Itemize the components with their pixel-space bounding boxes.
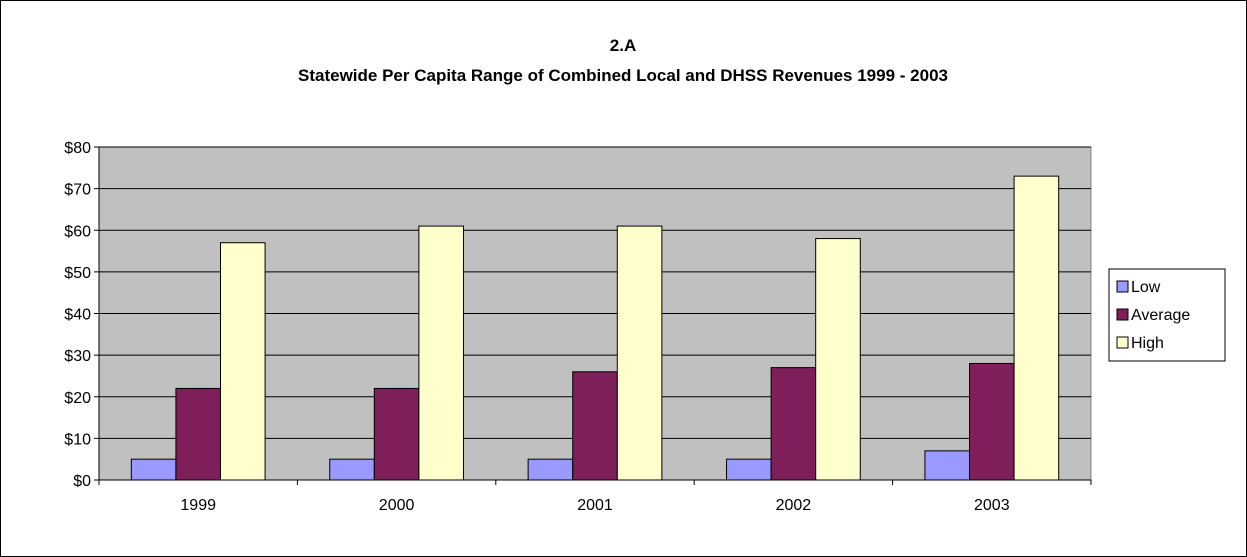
- bar-average-2002: [770, 367, 817, 481]
- chart-title: 2.A: [610, 36, 636, 55]
- bars: [130, 175, 1060, 481]
- bar-average-2001: [572, 371, 618, 481]
- bar-high-1999: [219, 242, 266, 481]
- bar-average-2000: [373, 387, 420, 481]
- bar-low-2000: [329, 458, 375, 481]
- y-tick-label: $10: [64, 431, 91, 448]
- y-tick-label: $60: [64, 223, 91, 240]
- y-tick-label: $30: [64, 348, 91, 365]
- bar-average-1999: [175, 387, 221, 481]
- bar-low-2003: [924, 450, 971, 481]
- bar-high-2003: [1013, 175, 1060, 481]
- x-tick-label: 2003: [974, 497, 1010, 514]
- y-tick-label: $20: [64, 390, 91, 407]
- legend-label-low: Low: [1131, 279, 1161, 296]
- bar-high-2001: [616, 225, 663, 481]
- bar-high-2002: [815, 238, 861, 481]
- legend: Low Average High: [1108, 268, 1226, 362]
- legend-swatch-high: [1116, 336, 1129, 349]
- y-tick-label: $50: [64, 265, 91, 282]
- axes: $0 $10 $20 $30 $40 $50 $60 $70 $80 1999 2000 2001 20…: [64, 140, 1092, 514]
- legend-label-average: Average: [1131, 307, 1190, 324]
- y-tick-label: $80: [64, 140, 91, 157]
- legend-swatch-low: [1116, 280, 1129, 293]
- bar-average-2003: [969, 362, 1015, 481]
- y-tick-label: $70: [64, 182, 91, 199]
- chart-subtitle: Statewide Per Capita Range of Combined L…: [298, 66, 948, 85]
- bar-low-1999: [130, 458, 177, 481]
- x-tick-label: 2001: [577, 497, 613, 514]
- bar-low-2001: [527, 458, 574, 481]
- bar-high-2000: [418, 225, 464, 481]
- y-tick-label: $40: [64, 307, 91, 324]
- x-tick-label: 2000: [379, 497, 415, 514]
- x-tick-label: 1999: [180, 497, 216, 514]
- legend-label-high: High: [1131, 335, 1164, 352]
- x-tick-label: 2002: [776, 497, 812, 514]
- y-tick-label: $0: [73, 473, 91, 490]
- bar-low-2002: [726, 458, 772, 481]
- legend-swatch-average: [1116, 308, 1129, 321]
